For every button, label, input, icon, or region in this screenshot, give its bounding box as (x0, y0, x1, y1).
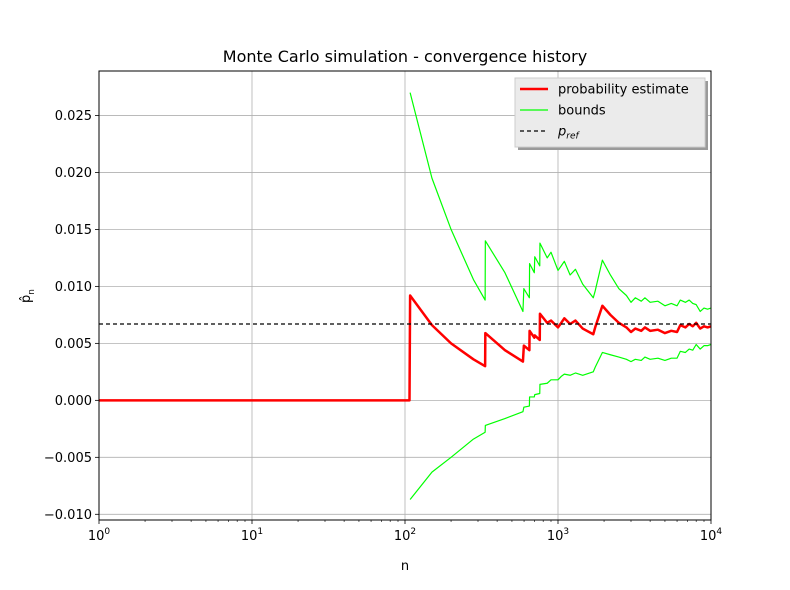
y-tick-label: 0.025 (55, 109, 92, 124)
legend-entry-subscript: ref (566, 132, 580, 142)
probability-estimate-line (99, 294, 711, 402)
x-tick-label-base: 10 (394, 529, 411, 544)
y-tick-label: 0.015 (55, 223, 92, 238)
upper-bound-line (409, 92, 711, 313)
x-tick-label: 103 (547, 527, 569, 544)
y-tick-label: −0.010 (44, 508, 92, 523)
legend-entry-label: probability estimate (558, 83, 689, 98)
y-axis-label-sub: n (27, 289, 37, 295)
axis-ticks: 100 101 102 103 104−0.010−0.0050.0000.0050.0… (44, 109, 723, 544)
x-axis-label: n (401, 559, 409, 574)
x-tick-label: 101 (241, 527, 263, 544)
series-group (99, 92, 711, 500)
x-tick-label-exponent: 4 (716, 527, 722, 537)
svg-text:p̂n: p̂n (19, 289, 37, 303)
minor-ticks (144, 520, 705, 522)
y-tick-label: 0.020 (55, 166, 92, 181)
x-tick-label: 100 (88, 527, 111, 544)
y-axis-label: p̂n (19, 289, 37, 303)
legend-entry-label: pref (557, 125, 581, 142)
y-tick-label: 0.000 (55, 394, 92, 409)
lower-bound-line (409, 343, 711, 500)
y-tick-label: 0.005 (55, 337, 92, 352)
chart-title: Monte Carlo simulation - convergence his… (223, 47, 587, 66)
legend-entry-main: p (557, 125, 566, 140)
y-axis-label-main: p̂ (19, 295, 34, 303)
x-tick-label-exponent: 3 (563, 527, 569, 537)
x-tick-label-exponent: 2 (410, 527, 416, 537)
x-tick-label-exponent: 0 (104, 527, 110, 537)
x-tick-label-base: 10 (88, 529, 105, 544)
x-tick-label-base: 10 (547, 529, 564, 544)
x-tick-label-exponent: 1 (257, 527, 263, 537)
x-tick-label-base: 10 (241, 529, 258, 544)
x-tick-label-base: 10 (700, 529, 717, 544)
y-tick-label: −0.005 (44, 451, 92, 466)
y-tick-label: 0.010 (55, 280, 92, 295)
legend: probability estimate bounds pref (514, 77, 708, 150)
legend-entry-label: bounds (558, 104, 606, 119)
x-tick-label: 102 (394, 527, 416, 544)
x-tick-label: 104 (700, 527, 723, 544)
